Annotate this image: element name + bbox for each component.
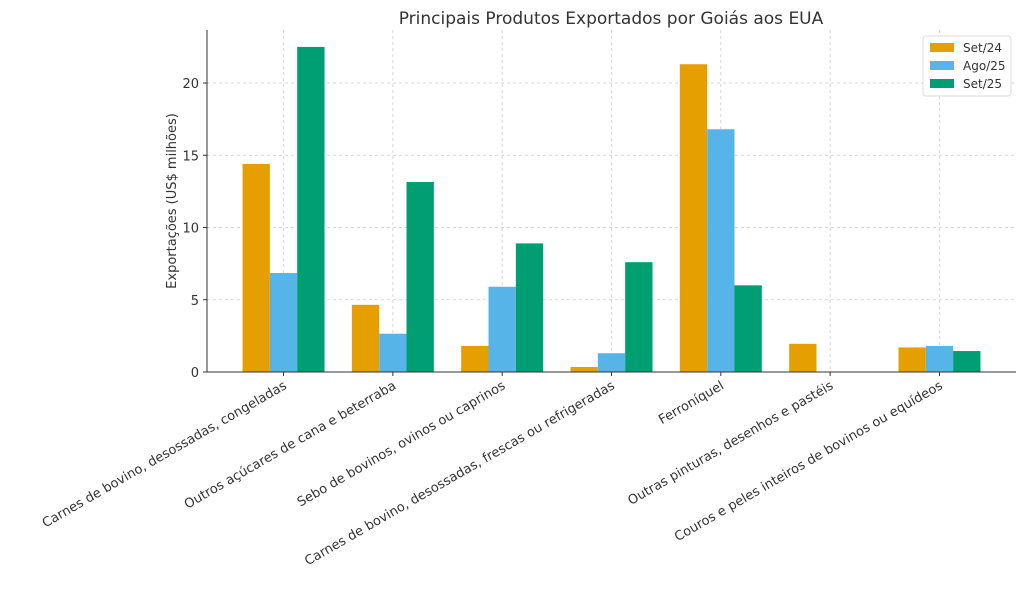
y-tick-label: 10 <box>182 222 199 237</box>
bar <box>789 343 817 372</box>
bar <box>898 347 926 372</box>
bar <box>242 163 270 372</box>
bar <box>707 129 735 372</box>
bars <box>242 46 981 373</box>
bar <box>488 286 516 372</box>
legend-label: Set/25 <box>963 77 1002 91</box>
x-tick-label: Carnes de bovino, desossadas, congeladas <box>40 378 290 531</box>
bar <box>406 182 434 372</box>
bar <box>515 243 544 372</box>
bar <box>597 353 626 372</box>
bar <box>379 333 407 372</box>
legend-swatch <box>930 79 954 88</box>
y-axis-label: Exportações (US$ milhões) <box>165 113 180 289</box>
x-tick-label: Sebo de bovinos, ovinos ou caprinos <box>295 378 509 510</box>
bar <box>925 345 954 372</box>
bar <box>953 351 981 372</box>
legend-swatch <box>930 61 954 70</box>
y-tick-label: 5 <box>191 294 199 309</box>
x-ticks: Carnes de bovino, desossadas, congeladas… <box>40 372 946 569</box>
x-tick-label: Outros açúcares de cana e beterraba <box>182 378 399 512</box>
bar <box>461 345 489 372</box>
bar <box>570 366 598 372</box>
chart-title: Principais Produtos Exportados por Goiás… <box>399 9 824 29</box>
y-tick-label: 20 <box>182 77 199 92</box>
bar <box>297 46 325 373</box>
legend-swatch <box>930 43 954 52</box>
bar <box>269 273 298 372</box>
bar <box>679 64 708 372</box>
x-tick-label: Ferroníquel <box>656 378 727 427</box>
x-tick-label: Outras pinturas, desenhos e pastéis <box>626 378 837 508</box>
legend: Set/24 Ago/25 Set/25 <box>922 35 1012 97</box>
legend-label: Set/24 <box>963 41 1002 55</box>
y-tick-label: 0 <box>191 366 199 381</box>
y-tick-label: 15 <box>182 149 199 164</box>
y-ticks: 0 5 10 15 20 <box>182 77 207 381</box>
bar <box>625 262 653 372</box>
gridlines <box>207 30 1016 373</box>
legend-label: Ago/25 <box>963 59 1005 73</box>
bar <box>734 285 762 372</box>
bar <box>351 304 380 372</box>
